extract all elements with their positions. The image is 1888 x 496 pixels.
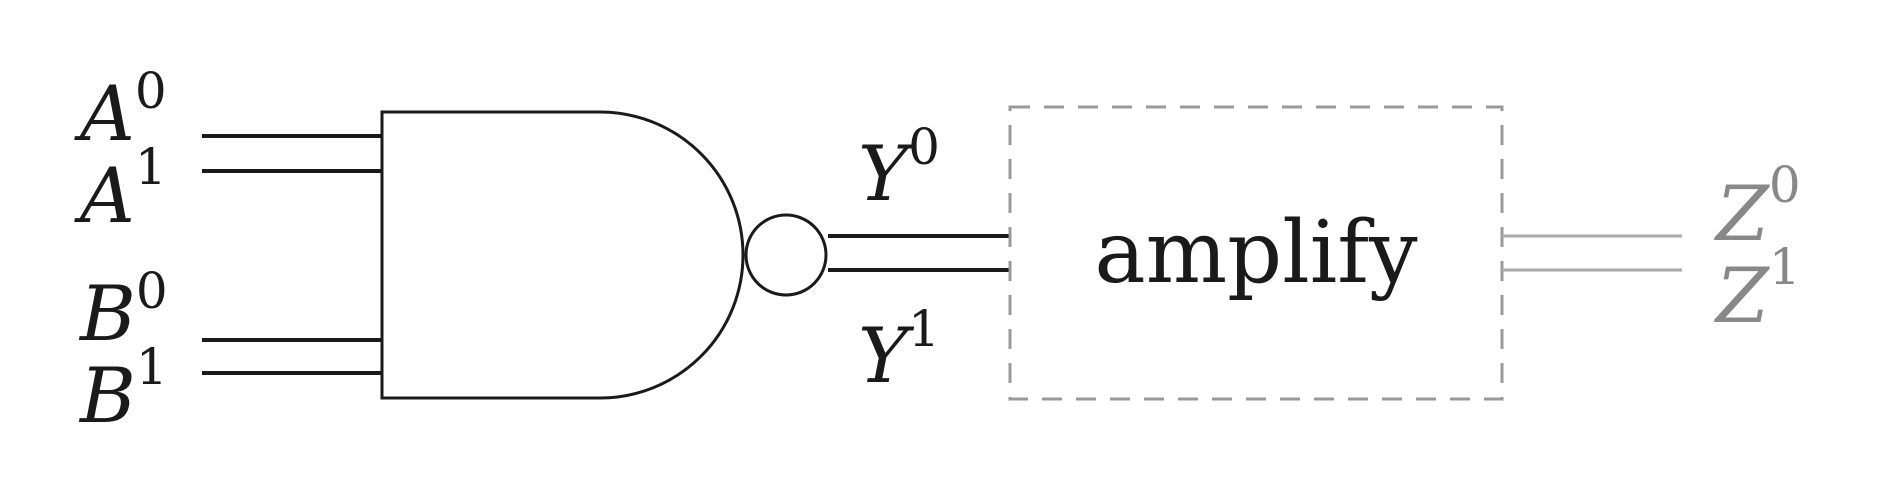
label-a0: A0 bbox=[74, 62, 167, 158]
label-y0: Y0 bbox=[858, 118, 940, 218]
nand-gate-body bbox=[380, 110, 745, 400]
label-b0: B0 bbox=[78, 262, 168, 358]
label-z0: Z0 bbox=[1714, 156, 1801, 258]
nand-inversion-bubble bbox=[744, 213, 828, 297]
amplify-block bbox=[1008, 105, 1504, 401]
label-b1: B1 bbox=[78, 338, 168, 440]
label-z1: Z1 bbox=[1714, 238, 1801, 340]
output-wires-y bbox=[828, 234, 1010, 272]
amplify-label: amplify bbox=[1094, 203, 1418, 303]
output-wires-z bbox=[1502, 234, 1682, 272]
label-y1: Y1 bbox=[858, 300, 940, 400]
label-a1: A1 bbox=[74, 138, 167, 240]
input-wires-b bbox=[202, 338, 382, 375]
input-wires-a bbox=[202, 134, 382, 173]
